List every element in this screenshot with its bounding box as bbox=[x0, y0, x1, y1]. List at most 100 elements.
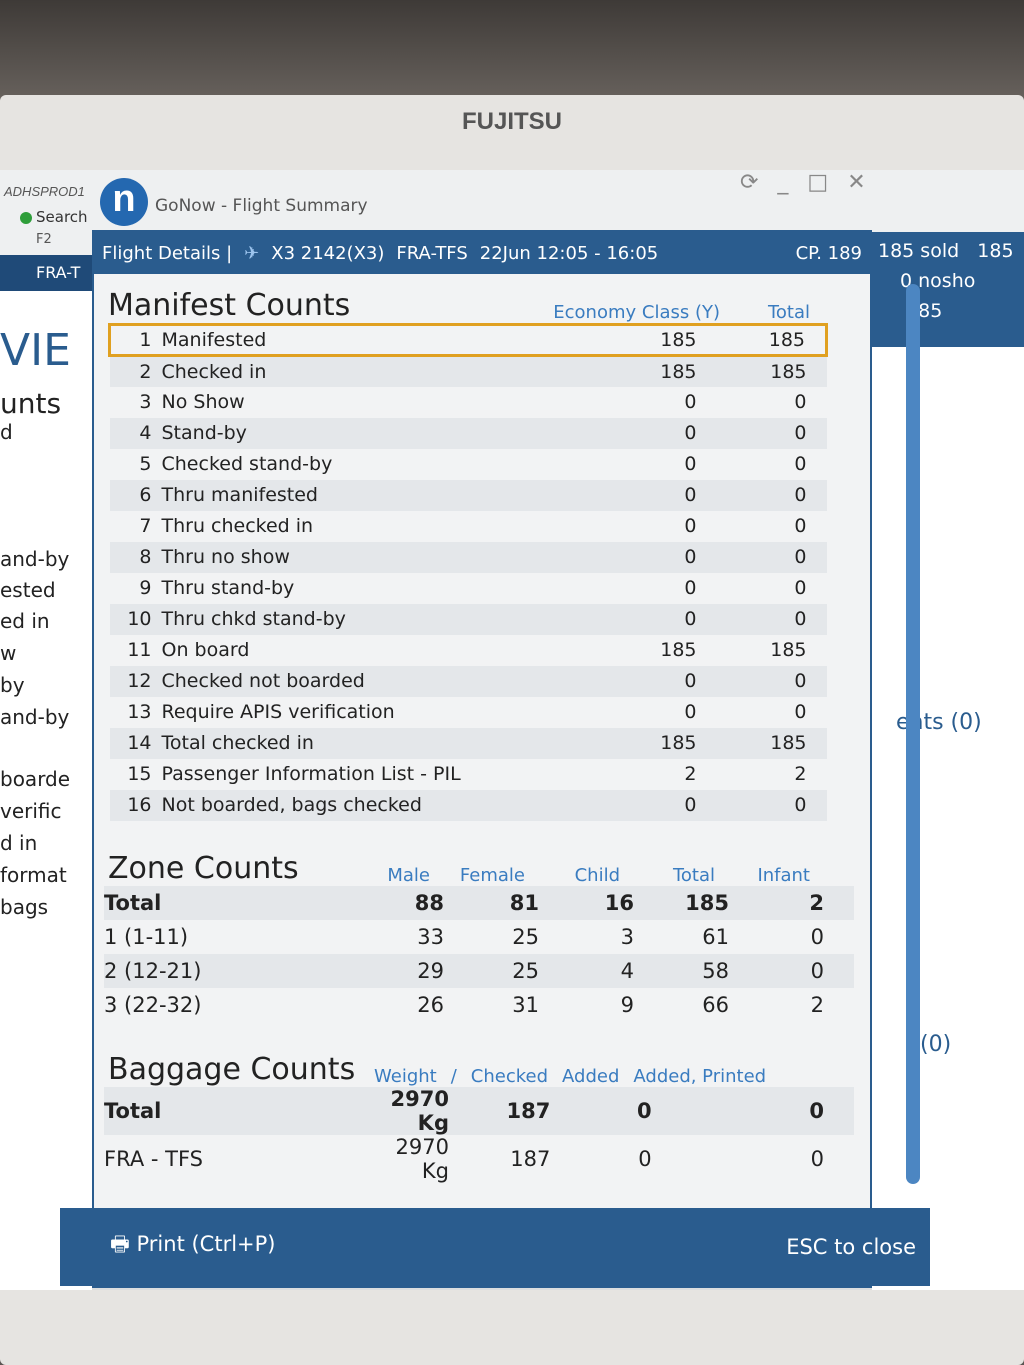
economy-count: 0 bbox=[684, 546, 697, 568]
economy-count: 0 bbox=[684, 453, 697, 475]
row-number: 5 bbox=[139, 453, 152, 475]
total-count: 0 bbox=[794, 577, 807, 599]
row-label: Thru chkd stand-by bbox=[161, 608, 346, 630]
zone-label: 1 (1-11) bbox=[104, 924, 189, 949]
bg-left-text: w bbox=[0, 641, 17, 665]
bg-left-text: VIE bbox=[0, 325, 71, 376]
manifest-row[interactable]: 9 Thru stand-by 0 0 bbox=[110, 573, 827, 604]
zone-value: 25 bbox=[512, 924, 539, 949]
baggage-col-header: Weight bbox=[374, 1065, 437, 1087]
print-label: Print (Ctrl+P) bbox=[136, 1231, 276, 1256]
manifest-row[interactable]: 5 Checked stand-by 0 0 bbox=[110, 449, 827, 480]
row-number: 10 bbox=[127, 608, 152, 630]
economy-count: 0 bbox=[684, 794, 697, 816]
manifest-row[interactable]: 10 Thru chkd stand-by 0 0 bbox=[109, 603, 827, 635]
economy-count: 0 bbox=[684, 701, 697, 723]
manifest-row[interactable]: 1 Manifested 185 185 bbox=[109, 324, 827, 356]
total-count: 185 bbox=[770, 360, 807, 383]
window-title: GoNow - Flight Summary bbox=[155, 196, 368, 216]
zone-col-header: Female bbox=[459, 864, 525, 886]
baggage-label: Total bbox=[104, 1098, 162, 1123]
manifest-table: 1 Manifested 185 185 2 Checked in 185 185 3 No Sh… bbox=[108, 323, 828, 821]
window-controls[interactable]: ⟳ _ □ ✕ bbox=[740, 170, 872, 195]
zone-row: 3 (22-32) 26 31 9 66 2 bbox=[104, 988, 854, 1022]
economy-count: 0 bbox=[684, 515, 697, 537]
count-link[interactable]: (0) bbox=[920, 1032, 952, 1057]
row-label: Thru manifested bbox=[161, 484, 319, 506]
row-number: 1 bbox=[139, 329, 152, 351]
background-panel-right: 185 sold 185 0 nosho 185 ents (0) (0) bbox=[872, 232, 1024, 1290]
manifest-row[interactable]: 16 Not boarded, bags checked 0 0 bbox=[109, 789, 827, 821]
zone-value: 31 bbox=[512, 992, 539, 1017]
manifest-row[interactable]: 4 Stand-by 0 0 bbox=[109, 417, 827, 449]
total-count: 0 bbox=[794, 391, 807, 413]
search-label: Search bbox=[36, 208, 88, 226]
zone-value: 0 bbox=[810, 958, 824, 983]
economy-count: 0 bbox=[684, 577, 697, 599]
baggage-value: 0 bbox=[637, 1098, 652, 1123]
close-hint[interactable]: ESC to close bbox=[786, 1235, 916, 1259]
total-count: 185 bbox=[768, 329, 805, 351]
airline-icon: ✈ bbox=[244, 242, 260, 264]
bg-left-text: d bbox=[0, 420, 13, 444]
baggage-value: 2970 Kg bbox=[390, 1086, 449, 1135]
gonow-logo: n bbox=[100, 178, 148, 226]
total-count: 185 bbox=[770, 732, 807, 754]
screen: ADHSPROD1 Search F2 n GoNow - Flight Sum… bbox=[0, 170, 1024, 1290]
flight-time: 22Jun 12:05 - 16:05 bbox=[479, 242, 659, 264]
manifest-row[interactable]: 8 Thru no show 0 0 bbox=[109, 541, 827, 573]
zone-value: 185 bbox=[685, 890, 729, 915]
manifest-row[interactable]: 3 No Show 0 0 bbox=[110, 387, 827, 418]
manifest-row[interactable]: 12 Checked not boarded 0 0 bbox=[109, 665, 827, 697]
bg-left-text: unts bbox=[0, 387, 62, 420]
sold-value: 185 bbox=[977, 240, 1014, 262]
manifest-row[interactable]: 2 Checked in 185 185 bbox=[109, 355, 827, 387]
zone-value: 81 bbox=[509, 890, 539, 915]
bg-left-text: by bbox=[0, 673, 25, 697]
manifest-row[interactable]: 14 Total checked in 185 185 bbox=[109, 727, 827, 759]
row-number: 6 bbox=[139, 484, 152, 506]
zone-value: 26 bbox=[417, 992, 444, 1017]
row-label: Not boarded, bags checked bbox=[161, 794, 422, 816]
row-number: 11 bbox=[127, 639, 152, 661]
row-label: Total checked in bbox=[161, 732, 314, 754]
zone-value: 3 bbox=[620, 924, 634, 949]
manifest-row[interactable]: 7 Thru checked in 0 0 bbox=[110, 511, 827, 542]
flight-details-label: Flight Details | bbox=[102, 242, 233, 264]
wall bbox=[0, 0, 1024, 110]
printer-icon: 🖶 bbox=[110, 1231, 137, 1256]
zone-label: Total bbox=[104, 890, 162, 915]
total-count: 0 bbox=[794, 453, 807, 475]
manifest-row[interactable]: 13 Require APIS verification 0 0 bbox=[110, 697, 827, 728]
search-shortcut: F2 bbox=[36, 232, 52, 247]
manifest-row[interactable]: 6 Thru manifested 0 0 bbox=[109, 479, 827, 511]
sold-label: 185 sold bbox=[878, 240, 960, 262]
bg-left-header: FRA-T bbox=[0, 255, 92, 291]
bg-left-text: ested bbox=[0, 578, 56, 602]
manifest-row[interactable]: 15 Passenger Information List - PIL 2 2 bbox=[110, 759, 827, 790]
capacity: CP. 189 bbox=[795, 242, 862, 264]
total-count: 0 bbox=[794, 484, 807, 506]
baggage-col-header: / bbox=[450, 1065, 457, 1087]
bg-left-text: verific bbox=[0, 799, 62, 823]
zone-value: 2 bbox=[810, 992, 824, 1017]
zone-col-header: Infant bbox=[757, 864, 810, 886]
row-number: 8 bbox=[139, 546, 152, 568]
search-button[interactable]: Search bbox=[20, 208, 88, 226]
zone-label: 2 (12-21) bbox=[104, 958, 202, 983]
status-dot-icon bbox=[20, 211, 32, 224]
total-count: 0 bbox=[794, 701, 807, 723]
zone-row: Total 88 81 16 185 2 bbox=[104, 885, 854, 920]
manifest-row[interactable]: 11 On board 185 185 bbox=[110, 635, 827, 666]
scrollbar[interactable] bbox=[906, 284, 920, 1184]
row-label: Thru stand-by bbox=[161, 577, 295, 599]
baggage-col-header: Checked bbox=[470, 1065, 549, 1087]
print-button[interactable]: 🖶 Print (Ctrl+P) bbox=[110, 1230, 276, 1265]
total-count: 0 bbox=[794, 422, 807, 444]
total-count: 0 bbox=[794, 546, 807, 568]
bg-left-text: bags bbox=[0, 895, 49, 919]
environment-label: ADHSPROD1 bbox=[4, 184, 85, 199]
row-label: No Show bbox=[161, 391, 245, 413]
zone-value: 66 bbox=[702, 992, 729, 1017]
bg-left-text: format bbox=[0, 863, 67, 887]
